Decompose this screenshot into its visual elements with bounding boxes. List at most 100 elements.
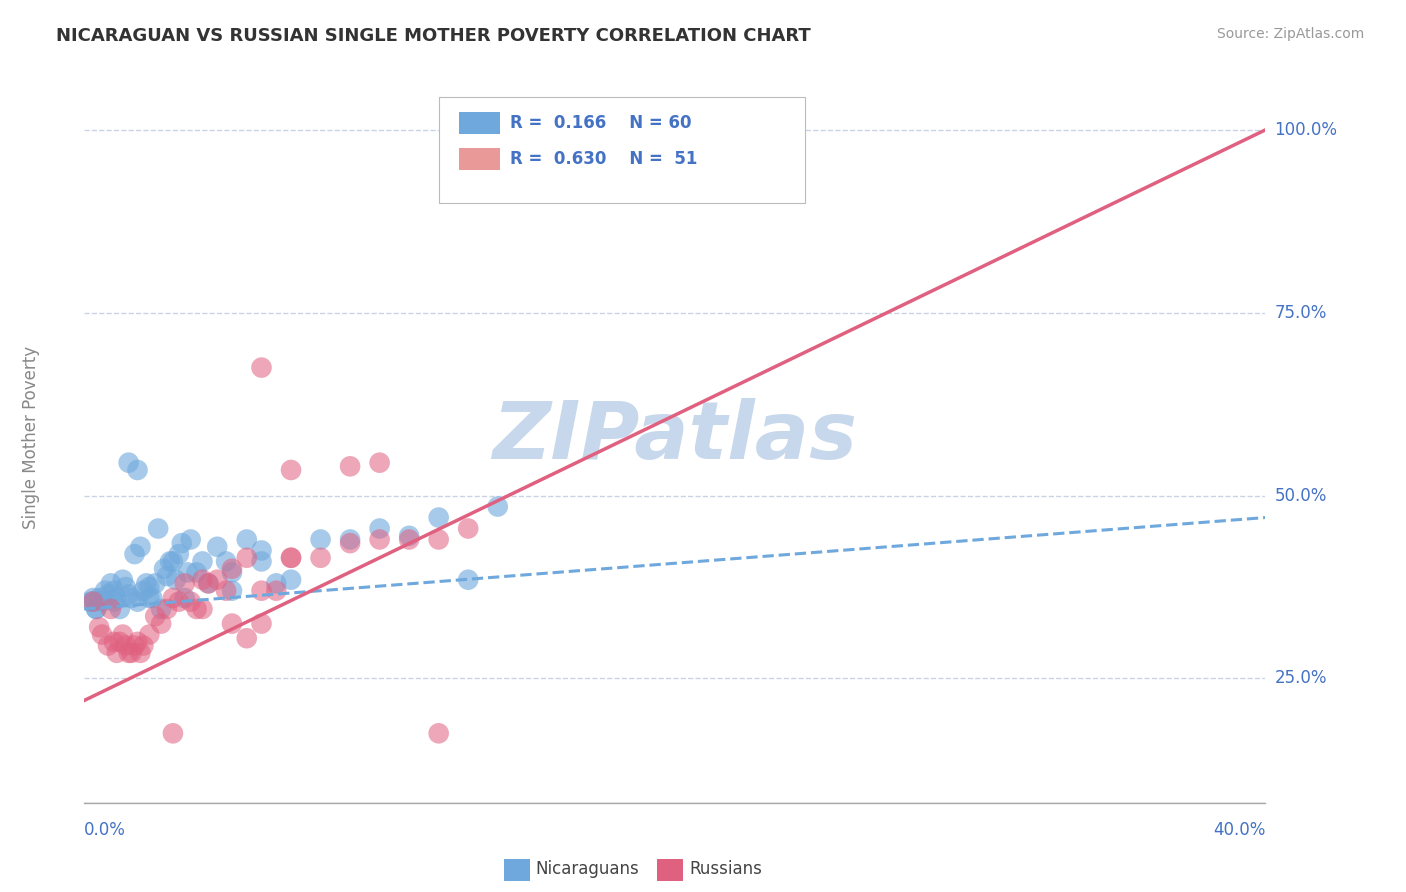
Point [162,591,184,605]
Point [457,573,479,587]
Point [170,536,193,550]
Point [124,639,146,653]
Point [221,616,243,631]
Point [309,550,332,565]
Point [280,573,302,587]
Point [150,616,173,631]
Point [108,635,131,649]
Point [135,576,157,591]
Point [368,533,391,547]
Point [84,602,107,616]
Point [167,547,190,561]
Point [132,639,155,653]
Point [121,591,143,605]
Point [250,554,273,568]
Point [207,540,229,554]
Point [114,580,136,594]
FancyBboxPatch shape [458,112,501,134]
Text: 40.0%: 40.0% [1213,821,1265,839]
Point [398,533,420,547]
Point [427,533,450,547]
Point [121,646,143,660]
Point [186,566,208,580]
Point [236,533,259,547]
Point [105,646,128,660]
Point [368,456,391,470]
Point [167,594,190,608]
Text: ZIPatlas: ZIPatlas [492,398,858,476]
Point [191,602,214,616]
Point [221,566,243,580]
Point [87,620,111,634]
Point [280,463,302,477]
Point [87,591,111,605]
Text: R =  0.630    N =  51: R = 0.630 N = 51 [509,150,697,168]
Point [127,463,149,477]
Point [153,562,176,576]
Point [118,456,141,470]
Point [138,627,160,641]
FancyBboxPatch shape [657,859,683,881]
Point [111,573,134,587]
Point [103,594,125,608]
Point [162,554,184,568]
Text: Russians: Russians [689,861,762,879]
FancyBboxPatch shape [503,859,530,881]
Point [165,573,187,587]
Point [236,550,259,565]
Point [173,591,195,605]
Point [339,459,361,474]
Point [91,594,114,608]
Point [103,583,125,598]
Point [250,616,273,631]
Point [108,602,131,616]
Point [150,602,173,616]
Point [207,573,229,587]
Point [138,580,160,594]
Point [250,583,273,598]
Text: 0.0%: 0.0% [84,821,127,839]
Point [97,639,120,653]
Point [138,591,160,605]
Point [191,573,214,587]
Point [159,554,181,568]
Point [266,576,288,591]
Point [457,521,479,535]
FancyBboxPatch shape [439,97,804,203]
Point [156,569,179,583]
Point [177,566,200,580]
Point [97,587,120,601]
Point [94,583,117,598]
Point [148,521,170,535]
Point [118,587,141,601]
Point [82,591,104,605]
Point [111,627,134,641]
Point [127,635,149,649]
Point [398,529,420,543]
Point [156,602,179,616]
Point [103,635,125,649]
Point [141,591,163,605]
Point [250,543,273,558]
Point [79,594,101,608]
Point [215,583,238,598]
Point [100,576,122,591]
Point [191,554,214,568]
Text: NICARAGUAN VS RUSSIAN SINGLE MOTHER POVERTY CORRELATION CHART: NICARAGUAN VS RUSSIAN SINGLE MOTHER POVE… [56,27,811,45]
Point [486,500,509,514]
Point [339,536,361,550]
Point [250,360,273,375]
Point [100,602,122,616]
Text: Nicaraguans: Nicaraguans [536,861,640,879]
Point [280,550,302,565]
Point [173,576,195,591]
Point [221,583,243,598]
Point [84,602,107,616]
Point [114,639,136,653]
Point [118,646,141,660]
Point [162,726,184,740]
Text: 75.0%: 75.0% [1274,304,1327,322]
Point [82,594,104,608]
Point [132,583,155,598]
Point [127,594,149,608]
